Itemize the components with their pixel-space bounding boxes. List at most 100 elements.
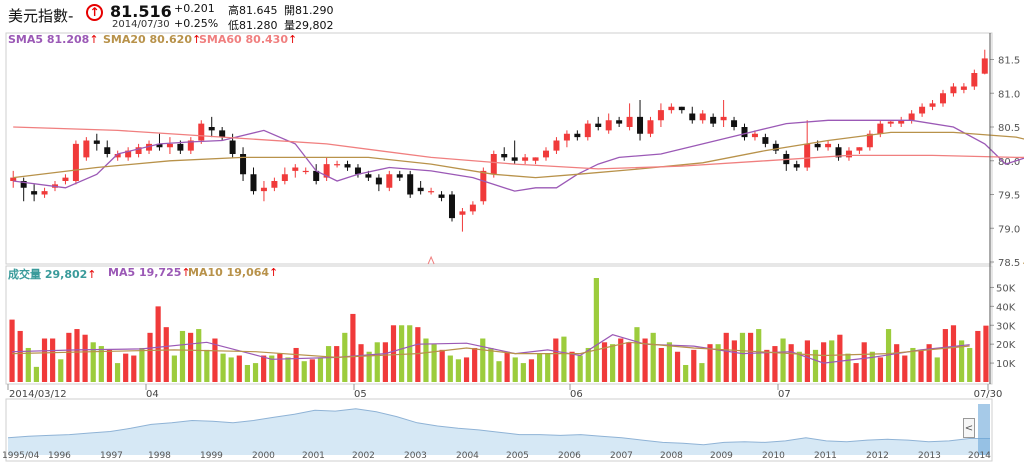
volume-bar xyxy=(155,306,161,382)
candle xyxy=(720,116,727,121)
volume-bar xyxy=(358,344,364,382)
volume-bar xyxy=(561,336,567,382)
candle xyxy=(281,174,288,181)
candle xyxy=(971,73,978,87)
candle xyxy=(898,120,905,124)
candle xyxy=(240,154,247,175)
candle xyxy=(814,143,821,148)
volume-tick-label: 10K xyxy=(996,359,1016,370)
volume-bar xyxy=(90,342,96,382)
volume-bar xyxy=(853,363,859,382)
volume-bar xyxy=(325,346,332,382)
time-axis-label: 05 xyxy=(354,389,367,400)
volume-tick-label: 20K xyxy=(996,340,1016,351)
candle xyxy=(386,174,393,188)
volume-bar xyxy=(58,359,64,382)
volume-bar xyxy=(261,355,267,382)
candle xyxy=(532,157,539,161)
volume-bar xyxy=(82,334,88,382)
volume-bar xyxy=(25,347,31,382)
candle xyxy=(647,120,654,134)
volume-bar xyxy=(731,340,737,382)
overview-axis-label: 2007 xyxy=(610,451,633,461)
ma5-label: MA5 19,725↑ xyxy=(108,266,191,279)
volume-bar xyxy=(106,349,113,382)
volume-ma5-line xyxy=(12,334,970,364)
candle xyxy=(908,113,915,121)
candle xyxy=(41,191,48,195)
candle xyxy=(543,150,550,158)
overview-panel-frame xyxy=(5,398,993,462)
volume-bar xyxy=(431,344,437,382)
candle xyxy=(10,177,17,181)
volume-bar xyxy=(739,332,746,382)
volume-bar xyxy=(228,357,234,382)
volume-bar xyxy=(918,349,924,382)
candle xyxy=(605,120,612,131)
overview-axis-label: 2009 xyxy=(710,451,733,461)
volume-bar xyxy=(877,357,884,382)
volume-bar xyxy=(196,329,202,382)
candle xyxy=(459,211,466,215)
overview-axis-label: 2003 xyxy=(404,451,427,461)
candle xyxy=(856,147,863,151)
time-axis-label: 04 xyxy=(146,389,159,400)
overview-axis-label: 1995/04 xyxy=(2,451,40,461)
volume-bar xyxy=(683,364,689,382)
candle xyxy=(574,133,581,138)
price-tick-label: 81.0 xyxy=(998,89,1020,100)
quote-header: 美元指數- ↑ 81.516 2014/07/30 +0.201 +0.25% … xyxy=(0,0,1024,34)
volume-bar xyxy=(17,330,23,382)
candle xyxy=(292,167,299,171)
volume-bar xyxy=(942,329,948,382)
candle xyxy=(772,143,779,151)
volume-bar xyxy=(472,347,478,382)
price-tick-label: 79.5 xyxy=(998,191,1020,202)
candle xyxy=(208,127,215,131)
volume-bar xyxy=(204,349,210,382)
volume-bar xyxy=(950,325,957,382)
volume-bar xyxy=(804,340,810,382)
candle xyxy=(334,164,341,166)
volume-bar xyxy=(415,327,421,382)
volume-bar xyxy=(869,351,875,382)
volume-bar xyxy=(423,338,429,382)
candle xyxy=(553,140,560,151)
overview-axis-label: 1999 xyxy=(200,451,223,461)
volume-tick-label: 40K xyxy=(996,302,1016,313)
candle xyxy=(950,86,957,94)
candle xyxy=(114,154,121,158)
volume-bar xyxy=(707,344,713,382)
candle xyxy=(125,150,132,158)
price-tick-label: 81.5 xyxy=(998,56,1020,67)
candle xyxy=(250,174,257,192)
high-value: 高81.645 xyxy=(228,4,278,17)
sma5-label: SMA5 81.208↑ xyxy=(8,33,99,46)
up-arrow-icon: ↑ xyxy=(86,4,103,21)
candle xyxy=(156,143,163,148)
volume-bar xyxy=(634,327,640,382)
volume-value: 量29,802 xyxy=(284,19,334,32)
volume-bar xyxy=(212,338,218,382)
volume-bar xyxy=(512,357,518,382)
volume-bar xyxy=(691,349,697,382)
sma20-line xyxy=(13,131,1024,179)
volume-bar xyxy=(399,325,405,382)
candle xyxy=(365,174,372,178)
candle xyxy=(104,147,111,154)
scroll-left-button[interactable]: < xyxy=(963,418,975,438)
volume-bar xyxy=(821,342,827,382)
candle xyxy=(741,127,748,138)
candle xyxy=(469,204,476,212)
volume-bar xyxy=(934,357,940,382)
candle xyxy=(845,150,852,158)
candle xyxy=(480,170,487,202)
volume-bar xyxy=(723,332,729,382)
sma20-label: SMA20 80.620↑ xyxy=(103,33,202,46)
volume-bar xyxy=(188,332,194,382)
volume-bar xyxy=(147,332,153,382)
volume-bar xyxy=(66,332,72,382)
volume-bar xyxy=(861,342,867,382)
volume-bar xyxy=(236,355,242,382)
volume-bar xyxy=(114,363,121,382)
